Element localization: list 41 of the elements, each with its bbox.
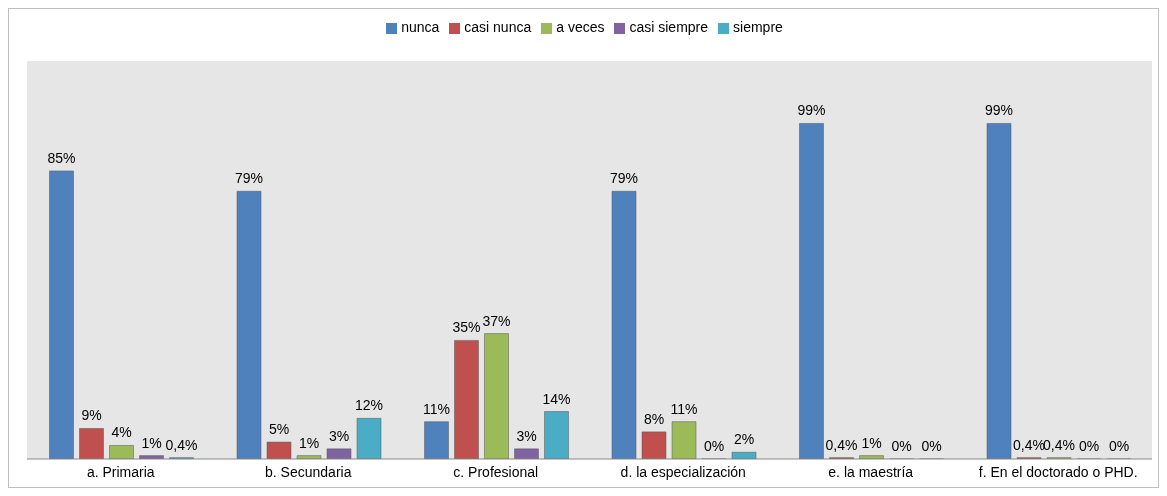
legend-label: casi siempre	[629, 19, 709, 35]
data-label: 3%	[516, 427, 537, 444]
data-label: 11%	[670, 400, 698, 417]
data-label: 5%	[268, 421, 290, 438]
legend-label: nunca	[401, 19, 440, 35]
data-label: 8%	[643, 410, 665, 427]
data-label: 0,4%	[1013, 436, 1045, 453]
data-label: 0,4%	[1043, 436, 1075, 453]
x-tick-label: b. Secundaria	[265, 463, 352, 480]
data-label: 79%	[234, 170, 264, 187]
data-label: 0,4%	[165, 436, 198, 453]
data-label: 4%	[111, 424, 132, 441]
data-label: 37%	[482, 312, 511, 329]
data-label: 1%	[298, 434, 320, 451]
data-label: 0%	[921, 437, 942, 454]
data-label: 3%	[328, 427, 350, 444]
data-label: 0,4%	[825, 436, 858, 453]
data-label: 2%	[733, 431, 755, 448]
data-label: 99%	[797, 102, 826, 119]
x-tick-label: e. la maestría	[828, 463, 914, 480]
data-label: 79%	[609, 170, 639, 187]
legend-label: casi nunca	[464, 19, 532, 35]
legend-label: a veces	[556, 19, 605, 35]
data-label: 0%	[1078, 437, 1100, 454]
data-label: 99%	[984, 102, 1014, 119]
data-label: 0%	[1108, 437, 1130, 454]
data-label: 1%	[861, 434, 882, 451]
legend-label: siempre	[733, 19, 783, 35]
data-label: 11%	[423, 400, 450, 417]
data-label: 0%	[891, 437, 912, 454]
data-label: 12%	[354, 397, 384, 414]
x-tick-label: c. Profesional	[453, 463, 539, 480]
data-label: 9%	[81, 407, 102, 424]
data-label: 14%	[542, 390, 571, 407]
data-label: 35%	[452, 319, 481, 336]
data-label: 85%	[47, 149, 76, 166]
x-tick-label: a. Primaria	[86, 463, 155, 480]
x-tick-label: d. la especialización	[620, 463, 746, 480]
data-label: 1%	[141, 434, 162, 451]
data-label: 0%	[703, 437, 725, 454]
x-tick-label: f. En el doctorado o PHD.	[978, 463, 1138, 480]
